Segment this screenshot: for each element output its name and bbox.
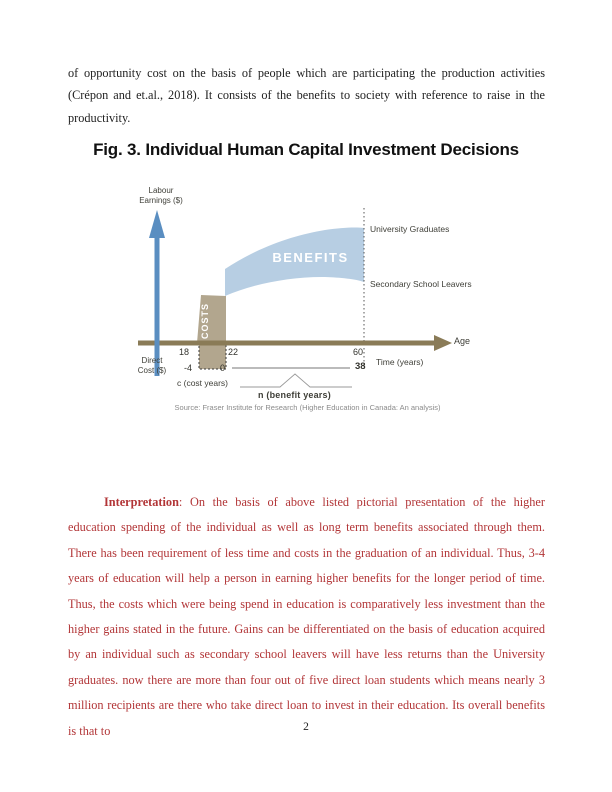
interpretation-text: : On the basis of above listed pictorial…: [68, 495, 545, 738]
figure-title: Fig. 3. Individual Human Capital Investm…: [93, 140, 519, 159]
figure-chart: Labour Earnings ($) BENEFITS COSTS Unive…: [120, 184, 495, 429]
cost-years-label: c (cost years): [177, 378, 229, 388]
interpretation-paragraph: Interpretation: On the basis of above li…: [68, 490, 545, 744]
time-tick-minus4: -4: [184, 363, 193, 373]
direct-cost-box: [198, 343, 227, 370]
y-axis-label: Labour Earnings ($): [128, 186, 194, 206]
x-axis-label: Age: [454, 336, 471, 346]
costs-region-label: COSTS: [200, 303, 210, 340]
earnings-axis-arrowhead-icon: [149, 210, 165, 238]
direct-cost-label: Direct Cost ($): [128, 356, 176, 375]
age-tick-22: 22: [228, 347, 239, 357]
direct-cost-label-line1: Direct: [141, 356, 163, 365]
time-tick-38: 38: [355, 361, 366, 372]
interpretation-label: Interpretation: [104, 495, 179, 509]
time-tick-0: 0: [220, 363, 226, 373]
costs-bar: [197, 295, 226, 343]
age-axis-arrowhead-icon: [434, 335, 452, 351]
chart-graphic: [138, 208, 452, 388]
benefits-area: [225, 227, 364, 296]
benefit-years-label: n (benefit years): [258, 390, 331, 400]
secondary-school-leavers-label: Secondary School Leavers: [370, 279, 472, 289]
age-tick-60: 60: [353, 347, 364, 357]
intro-paragraph: of opportunity cost on the basis of peop…: [68, 66, 545, 125]
age-tick-18: 18: [179, 347, 190, 357]
direct-cost-label-line2: Cost ($): [137, 365, 167, 375]
y-axis-label-line1: Labour: [148, 186, 174, 195]
benefit-years-bracket: [240, 373, 352, 388]
figure-source: Source: Fraser Institute for Research (H…: [174, 403, 441, 412]
university-graduates-label: University Graduates: [370, 224, 450, 234]
time-years-label: Time (years): [376, 357, 424, 367]
page-number: 2: [303, 721, 309, 733]
benefits-region-label: BENEFITS: [272, 250, 349, 265]
y-axis-label-line2: Earnings ($): [139, 196, 183, 205]
